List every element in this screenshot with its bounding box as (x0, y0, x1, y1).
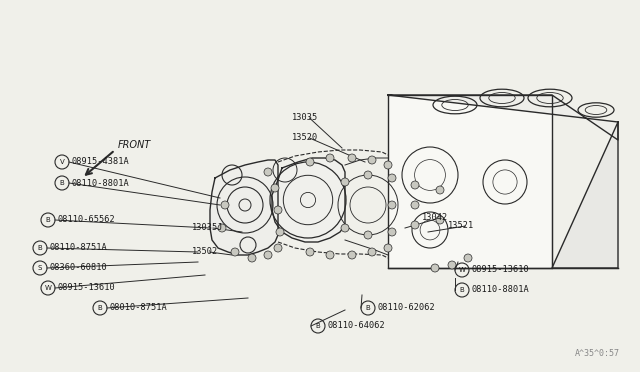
Text: 08110-8801A: 08110-8801A (471, 285, 529, 295)
Polygon shape (388, 95, 552, 268)
Circle shape (306, 248, 314, 256)
Text: B: B (460, 287, 465, 293)
Circle shape (364, 171, 372, 179)
Circle shape (326, 251, 334, 259)
Text: B: B (60, 180, 65, 186)
Circle shape (341, 178, 349, 186)
Polygon shape (272, 158, 345, 242)
Text: 13035: 13035 (292, 113, 318, 122)
Text: 08915-13610: 08915-13610 (471, 266, 529, 275)
Text: S: S (38, 265, 42, 271)
Circle shape (276, 228, 284, 236)
Circle shape (388, 201, 396, 209)
Circle shape (384, 161, 392, 169)
Circle shape (341, 224, 349, 232)
Circle shape (448, 261, 456, 269)
Polygon shape (388, 95, 618, 140)
Circle shape (264, 251, 272, 259)
Circle shape (411, 201, 419, 209)
Text: W: W (45, 285, 51, 291)
Circle shape (271, 184, 279, 192)
Text: FRONT: FRONT (118, 140, 151, 150)
Circle shape (264, 168, 272, 176)
Text: A^35^0:57: A^35^0:57 (575, 349, 620, 358)
Text: 08915-4381A: 08915-4381A (71, 157, 129, 167)
Circle shape (348, 251, 356, 259)
Circle shape (411, 181, 419, 189)
Text: 08110-8801A: 08110-8801A (71, 179, 129, 187)
Circle shape (248, 254, 256, 262)
Text: 08010-8751A: 08010-8751A (109, 304, 167, 312)
Circle shape (368, 248, 376, 256)
Circle shape (464, 254, 472, 262)
Circle shape (411, 221, 419, 229)
Circle shape (388, 174, 396, 182)
Polygon shape (552, 122, 618, 268)
Text: 08110-8751A: 08110-8751A (49, 244, 107, 253)
Circle shape (431, 264, 439, 272)
Text: 13035J: 13035J (192, 224, 223, 232)
Circle shape (384, 244, 392, 252)
Circle shape (348, 154, 356, 162)
Circle shape (306, 158, 314, 166)
Circle shape (221, 201, 229, 209)
Circle shape (218, 224, 226, 232)
Text: 08110-62062: 08110-62062 (377, 304, 435, 312)
Circle shape (388, 228, 396, 236)
Polygon shape (210, 160, 278, 255)
Text: B: B (45, 217, 51, 223)
Circle shape (368, 156, 376, 164)
Text: B: B (316, 323, 321, 329)
Text: V: V (60, 159, 65, 165)
Text: 08360-60810: 08360-60810 (49, 263, 107, 273)
Circle shape (231, 248, 239, 256)
Circle shape (436, 216, 444, 224)
Text: 13042: 13042 (422, 214, 448, 222)
Circle shape (326, 154, 334, 162)
Circle shape (436, 186, 444, 194)
Text: B: B (38, 245, 42, 251)
Text: W: W (459, 267, 465, 273)
Text: B: B (365, 305, 371, 311)
Text: 08110-64062: 08110-64062 (327, 321, 385, 330)
Text: 13520: 13520 (292, 134, 318, 142)
Text: 13521: 13521 (448, 221, 474, 231)
Text: 08915-13610: 08915-13610 (57, 283, 115, 292)
Text: B: B (98, 305, 102, 311)
Circle shape (274, 206, 282, 214)
Text: 08110-65562: 08110-65562 (57, 215, 115, 224)
Circle shape (274, 244, 282, 252)
Circle shape (364, 231, 372, 239)
Text: 13502: 13502 (192, 247, 218, 257)
